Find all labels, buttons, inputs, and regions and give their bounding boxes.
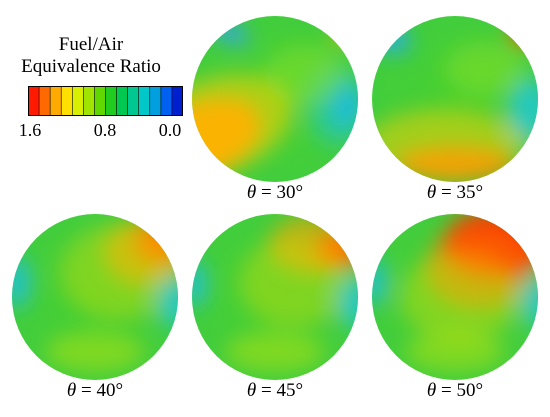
contour-disc-45 [192,214,358,380]
contour-region [445,41,525,97]
panel-label-45: θ = 45° [246,380,304,401]
colorbar-segment [171,86,183,116]
colorbar-segment [28,86,40,116]
contour-region [521,276,538,328]
legend-title-line1: Fuel/Air [58,34,124,55]
contour-panel-40: θ = 40° [5,212,185,412]
contour-disc-50 [372,214,538,380]
contour-region [60,224,178,320]
contour-panel-45: θ = 45° [185,212,365,412]
contour-region [265,44,345,104]
contour-region [192,74,293,178]
colorbar-tick-mid: 0.8 [93,120,117,140]
panel-label-35: θ = 35° [426,182,484,203]
colorbar-segment [38,86,51,116]
contour-region [509,22,538,46]
contour-region [508,77,538,141]
panel-label-40: θ = 40° [66,380,124,401]
colorbar-segment [49,86,63,116]
colorbar-segment [94,86,107,116]
contour-region [45,332,145,372]
contour-region [333,24,357,44]
panel-label-50: θ = 50° [426,380,484,401]
colorbar-segment [60,86,74,116]
contour-region [192,260,207,308]
colorbar [28,86,183,116]
contour-region [400,252,520,342]
contour-disc-30 [192,16,358,182]
colorbar-segment [116,86,129,116]
colorbar-tick-min: 0.0 [158,120,182,140]
colorbar-segment [160,86,173,116]
contour-region [372,258,387,306]
contour-region [239,237,351,327]
contour-panel-35: θ = 35° [365,14,545,214]
panel-label-30: θ = 30° [246,182,304,203]
colorbar-segment [138,86,151,116]
contour-region [12,256,31,308]
colorbar-segment [127,86,140,116]
contour-region [225,332,325,372]
contour-panel-50: θ = 50° [365,212,545,412]
contour-region [372,109,525,179]
contour-panel-30: θ = 30° [185,14,365,214]
legend-title-line2: Equivalence Ratio [21,56,161,77]
contour-region [337,276,358,328]
colorbar-tick-max: 1.6 [18,120,42,140]
colorbar-segment [71,86,85,116]
contour-region [157,276,178,328]
colorbar-segment [149,86,162,116]
colorbar-segment [83,86,96,116]
colorbar-segment [105,86,118,116]
contour-region [405,332,505,372]
contour-disc-35 [372,16,538,182]
legend-title: Fuel/Air Equivalence Ratio [6,34,176,78]
contour-disc-40 [12,214,178,380]
